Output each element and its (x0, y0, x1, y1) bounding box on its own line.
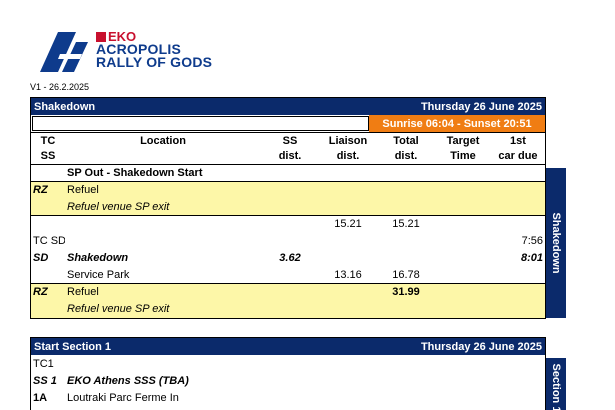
header-tc: TC (31, 132, 65, 149)
side-tab-label: Section 1 (550, 363, 562, 410)
table-header-row: TC Location SS Liaison Total Target 1st (31, 132, 545, 149)
section1-title: Start Section 1 (34, 340, 112, 353)
liaison-cell: 15.21 (334, 218, 362, 231)
rally-logo-mark-icon (40, 32, 88, 72)
total-cell: 15.21 (392, 218, 420, 231)
header-target: Target (435, 132, 491, 149)
liaison-cell: 13.16 (334, 268, 362, 281)
section1-header-bar: Start Section 1 Thursday 26 June 2025 (31, 338, 545, 355)
header-ss: SS (261, 132, 319, 149)
due-cell: 8:01 (520, 252, 543, 264)
header-total-dist: dist. (377, 148, 435, 165)
header-total: Total (377, 132, 435, 149)
shakedown-date: Thursday 26 June 2025 (420, 100, 542, 113)
shakedown-side-tab: Shakedown (546, 168, 566, 318)
side-tab-label: Shakedown (550, 212, 562, 274)
total-cell: 31.99 (377, 283, 435, 301)
table-row: 1A Loutraki Parc Ferme In (31, 389, 545, 406)
table-row: TC SD 7:56 (31, 233, 545, 250)
table-row: Service Park 13.16 16.78 (31, 267, 545, 284)
code-cell: TC SD (33, 235, 65, 247)
brand-line2: ACROPOLIS (96, 41, 182, 57)
code-cell: SS 1 (33, 374, 57, 387)
shakedown-title: Shakedown (34, 100, 96, 113)
table-row: TC1 (31, 355, 545, 372)
section1-table: TC1 SS 1 EKO Athens SSS (TBA) 1A Loutrak… (31, 355, 545, 406)
version-label: V1 - 26.2.2025 (30, 82, 90, 92)
location-cell: Refuel venue SP exit (65, 198, 261, 216)
total-cell: 16.78 (392, 268, 420, 281)
brand-line1: EKO (108, 29, 137, 44)
header-ss-dist: dist. (261, 148, 319, 165)
code-cell: RZ (31, 181, 65, 199)
table-row: RZ Refuel (31, 181, 545, 199)
table-row: Refuel venue SP exit (31, 198, 545, 216)
header-target-time: Time (435, 148, 491, 165)
blank-cell (32, 116, 369, 131)
table-row: RZ Refuel 31.99 (31, 283, 545, 301)
table-row: SS 1 EKO Athens SSS (TBA) (31, 372, 545, 389)
rally-logo: EKO ACROPOLIS RALLY OF GODS (36, 30, 216, 74)
flag-icon (96, 32, 106, 42)
table-row: Refuel venue SP exit (31, 300, 545, 318)
ss-dist-cell: 3.62 (279, 252, 301, 264)
header-location: Location (65, 132, 261, 149)
location-cell: Refuel (65, 283, 261, 301)
due-cell: 7:56 (521, 235, 543, 247)
code-cell: TC1 (33, 357, 54, 370)
header-liaison-dist: dist. (319, 148, 377, 165)
shakedown-header-bar: Shakedown Thursday 26 June 2025 (31, 98, 545, 115)
table-row: SD Shakedown 3.62 8:01 (31, 250, 545, 267)
header-car-due: car due (491, 148, 545, 165)
brand-line3: RALLY OF GODS (96, 54, 213, 70)
shakedown-section: Shakedown Thursday 26 June 2025 Sunrise … (30, 97, 546, 319)
section1-side-tab: Section 1 (546, 358, 566, 410)
code-cell: RZ (31, 283, 65, 301)
section1: Start Section 1 Thursday 26 June 2025 TC… (30, 337, 546, 410)
header-ss-code: SS (31, 148, 65, 165)
section1-date: Thursday 26 June 2025 (420, 340, 542, 353)
header-liaison: Liaison (319, 132, 377, 149)
code-cell: 1A (33, 391, 48, 404)
location-cell: EKO Athens SSS (TBA) (67, 374, 189, 387)
table-header-row: SS dist. dist. dist. Time car due (31, 148, 545, 165)
location-cell: Refuel (65, 181, 261, 199)
location-cell: SP Out - Shakedown Start (65, 164, 261, 182)
sunrise-sunset: Sunrise 06:04 - Sunset 20:51 (369, 115, 545, 132)
code-cell: SD (33, 252, 49, 264)
table-row: 15.21 15.21 (31, 216, 545, 233)
location-cell: Refuel venue SP exit (65, 300, 261, 318)
location-cell: Shakedown (67, 252, 129, 264)
shakedown-table: TC Location SS Liaison Total Target 1st … (31, 132, 545, 318)
table-row: SP Out - Shakedown Start (31, 164, 545, 182)
header-first: 1st (491, 132, 545, 149)
location-cell: Loutraki Parc Ferme In (67, 391, 179, 404)
location-cell: Service Park (67, 268, 130, 281)
